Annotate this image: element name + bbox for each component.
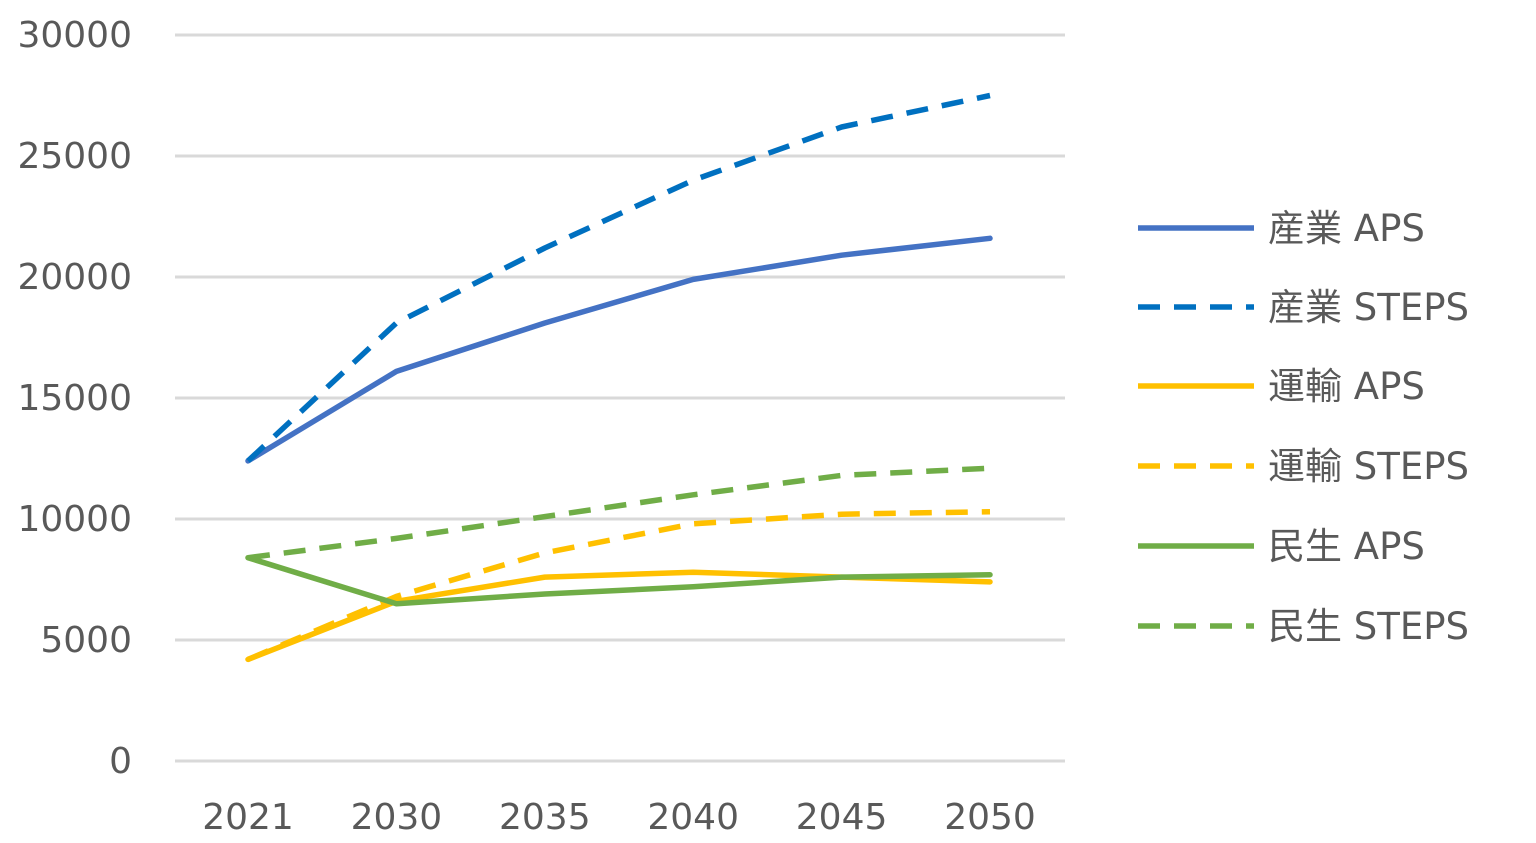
x-tick-label: 2035 xyxy=(499,797,591,838)
legend-label: 運輸 APS xyxy=(1268,365,1425,408)
series-line-2 xyxy=(245,569,993,663)
y-tick-label: 0 xyxy=(109,741,132,782)
x-axis-ticks: 2021 2030 2035 2040 2045 2050 xyxy=(202,797,1036,838)
series-line-0 xyxy=(245,235,993,464)
y-tick-label: 5000 xyxy=(40,620,132,661)
series-line-4 xyxy=(245,554,993,607)
y-tick-label: 25000 xyxy=(17,136,132,177)
x-tick-label: 2030 xyxy=(351,797,443,838)
y-tick-label: 10000 xyxy=(17,499,132,540)
y-tick-label: 15000 xyxy=(17,378,132,419)
legend-label: 産業 STEPS xyxy=(1268,286,1469,329)
series-line-1 xyxy=(246,92,991,463)
legend: 産業 APS 産業 STEPS 運輸 APS 運輸 STEPS 民生 APS 民生 STE… xyxy=(1138,207,1469,648)
gridlines xyxy=(175,33,1065,763)
y-tick-label: 20000 xyxy=(17,257,132,298)
series-lines xyxy=(245,92,993,663)
x-tick-label: 2050 xyxy=(944,797,1036,838)
legend-label: 民生 APS xyxy=(1268,525,1425,568)
x-tick-label: 2045 xyxy=(796,797,888,838)
legend-label: 産業 APS xyxy=(1268,207,1425,250)
legend-label: 運輸 STEPS xyxy=(1268,445,1469,488)
x-tick-label: 2040 xyxy=(647,797,739,838)
x-tick-label: 2021 xyxy=(202,797,294,838)
series-line-5 xyxy=(247,465,991,561)
legend-label: 民生 STEPS xyxy=(1268,605,1469,648)
y-axis-ticks: 0 5000 10000 15000 20000 25000 30000 xyxy=(17,15,132,782)
series-line-3 xyxy=(246,508,991,662)
y-tick-label: 30000 xyxy=(17,15,132,56)
